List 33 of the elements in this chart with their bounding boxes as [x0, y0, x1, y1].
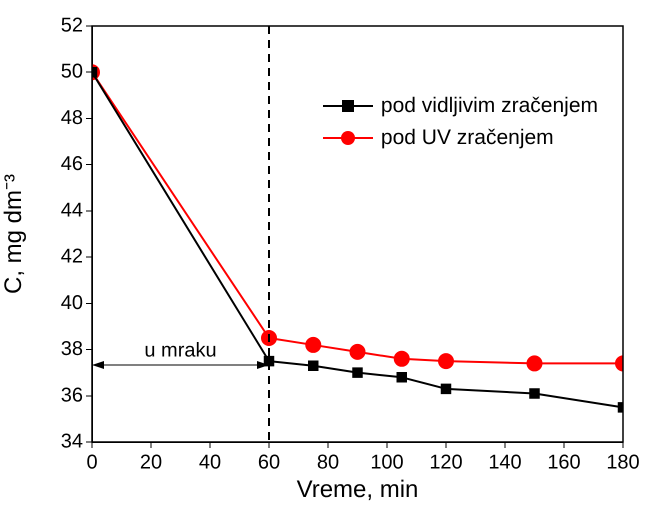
- y-axis-title: C, mg dm⁻³: [0, 174, 28, 294]
- x-tick-label: 160: [547, 452, 581, 474]
- x-tick-label: 120: [429, 452, 463, 474]
- y-tick-label: 36: [60, 384, 83, 406]
- x-tick-label: 60: [258, 452, 280, 474]
- legend-label: pod UV zračenjem: [380, 125, 554, 151]
- x-axis-title: Vreme, min: [296, 476, 418, 504]
- x-tick-label: 140: [488, 452, 522, 474]
- point: [350, 344, 366, 360]
- y-tick-label: 44: [60, 199, 83, 222]
- point: [308, 360, 318, 371]
- y-tick-label: 52: [60, 14, 83, 37]
- x-tick-label: 180: [606, 452, 640, 474]
- x-tick-label: 20: [140, 452, 162, 474]
- y-tick-label: 38: [60, 338, 83, 360]
- point: [352, 367, 363, 378]
- x-tick-label: 40: [198, 452, 222, 474]
- y-tick-label: 40: [60, 292, 83, 314]
- x-tick-label: 80: [316, 452, 340, 474]
- legend-label: pod vidljivim zračenjem: [380, 93, 598, 119]
- point: [305, 336, 322, 353]
- x-tick-label: 100: [370, 452, 404, 474]
- point: [394, 350, 410, 367]
- y-tick-label: 46: [60, 153, 83, 176]
- point: [440, 384, 452, 394]
- point: [396, 372, 407, 383]
- y-tick-label: 50: [60, 60, 83, 83]
- annotation: u mraku: [144, 340, 217, 362]
- y-tick-label: 48: [60, 106, 83, 129]
- y-tick-label: 42: [60, 246, 83, 268]
- point: [438, 353, 454, 370]
- y-tick-label: 34: [60, 430, 83, 453]
- x-tick-label: 0: [86, 452, 98, 474]
